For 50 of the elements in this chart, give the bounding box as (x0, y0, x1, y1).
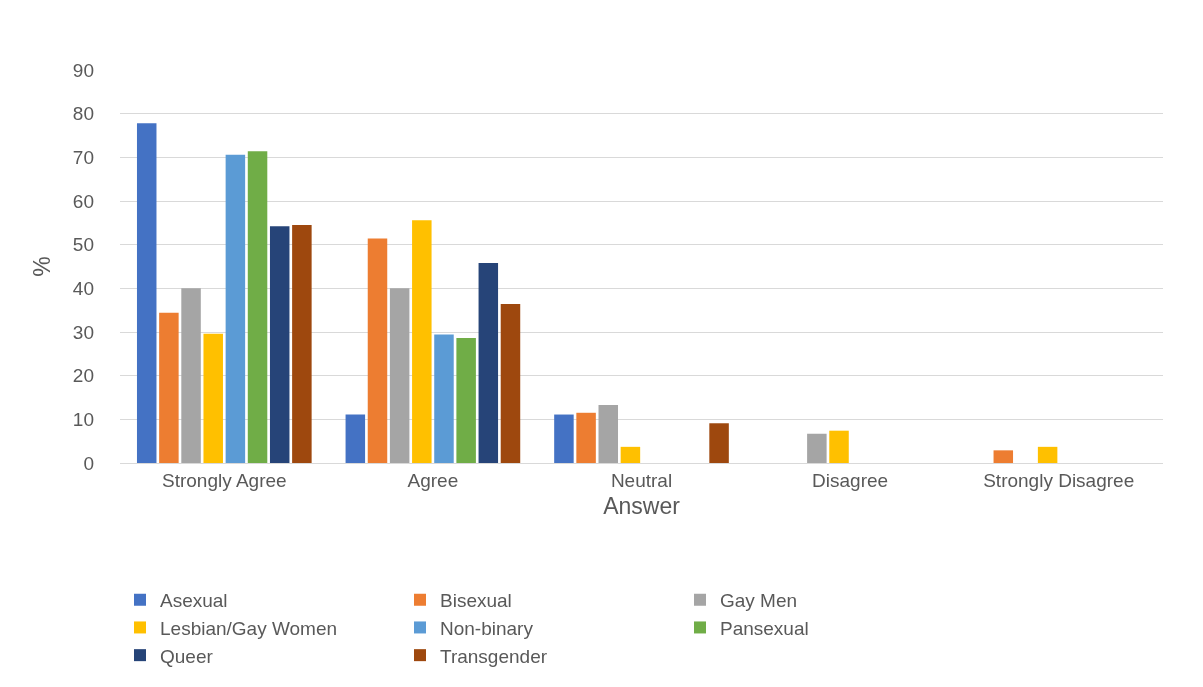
bar (159, 312, 179, 463)
x-tick-label: Strongly Agree (161, 469, 287, 491)
y-tick-label: 10 (72, 408, 94, 430)
x-tick-label: Neutral (610, 469, 673, 491)
x-tick-label: Strongly Disagree (983, 469, 1135, 491)
y-tick-label: 80 (72, 103, 94, 125)
legend-label: Transgender (440, 645, 548, 667)
legend-label: Bisexual (440, 590, 512, 612)
bar (993, 450, 1014, 463)
x-tick-label: Agree (407, 469, 459, 491)
y-tick-label: 50 (72, 234, 94, 256)
bar (181, 288, 201, 463)
y-tick-label: 0 (83, 452, 94, 474)
bar (500, 304, 521, 463)
bar (292, 225, 312, 463)
bar (598, 404, 619, 463)
x-axis-title: Answer (603, 493, 681, 520)
legend-label: Queer (160, 645, 214, 667)
y-tick-label: 90 (72, 59, 94, 81)
bar (367, 238, 388, 463)
legend-label: Lesbian/Gay Women (160, 617, 338, 639)
bar (247, 151, 268, 463)
legend-label: Gay Men (720, 590, 798, 612)
bar (269, 226, 290, 463)
bar (136, 123, 157, 463)
bar (576, 412, 596, 463)
y-tick-label: 40 (72, 277, 94, 299)
bar (225, 154, 246, 463)
bar (389, 288, 410, 463)
y-axis-title: % (29, 256, 56, 277)
bar (456, 338, 476, 463)
bar (478, 263, 499, 463)
legend-label: Asexual (160, 590, 228, 612)
y-tick-label: 60 (72, 190, 94, 212)
bar (554, 414, 574, 463)
x-tick-label: Disagree (812, 469, 889, 491)
bar (434, 334, 454, 463)
y-tick-label: 30 (72, 321, 94, 343)
bar (1037, 446, 1058, 463)
legend-label: Pansexual (720, 617, 809, 639)
bar (620, 446, 641, 463)
bar (829, 430, 849, 463)
legend-label: Non-binary (440, 617, 534, 639)
bar (709, 423, 729, 463)
bar (203, 333, 223, 463)
y-tick-label: 20 (72, 365, 94, 387)
y-tick-label: 70 (72, 146, 94, 168)
bar (345, 414, 366, 463)
bar (807, 433, 827, 463)
bar (412, 220, 432, 463)
